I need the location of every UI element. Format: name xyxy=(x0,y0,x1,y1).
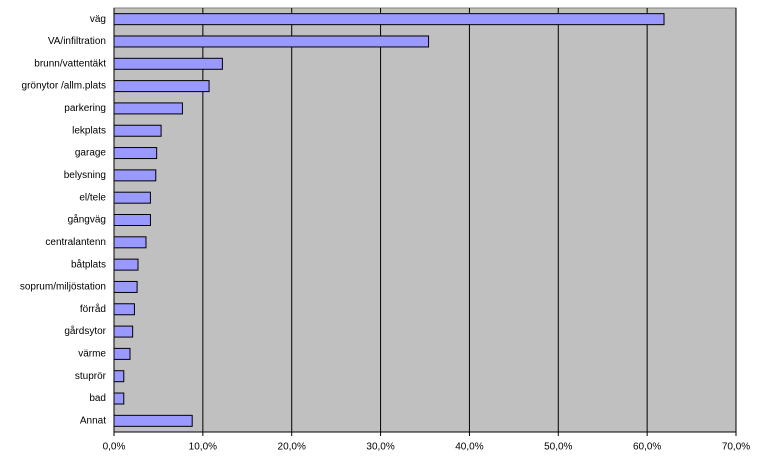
x-tick-label: 50,0% xyxy=(544,442,572,453)
bar xyxy=(113,124,162,137)
bar xyxy=(113,280,138,293)
bar xyxy=(113,147,158,160)
y-tick-label: soprum/miljöstation xyxy=(20,282,106,293)
bar xyxy=(113,258,139,271)
y-tick-label: gårdsytor xyxy=(64,325,106,337)
y-tick-label: el/tele xyxy=(79,192,106,203)
bar xyxy=(113,191,151,204)
bar xyxy=(113,325,134,338)
y-tick-label: värme xyxy=(78,349,106,360)
y-tick-label: garage xyxy=(75,148,107,159)
bar xyxy=(113,102,183,115)
y-tick-label: gångväg xyxy=(68,214,106,226)
x-tick-label: 20,0% xyxy=(278,442,306,453)
y-tick-label: väg xyxy=(90,14,106,25)
x-tick-label: 0,0% xyxy=(103,442,126,453)
x-tick-label: 60,0% xyxy=(633,442,661,453)
y-tick-label: förråd xyxy=(80,303,106,315)
y-tick-label: centralantenn xyxy=(45,237,106,248)
y-tick-label: bad xyxy=(89,393,106,404)
y-tick-label: belysning xyxy=(64,170,106,181)
bar xyxy=(113,80,210,93)
plot-area xyxy=(113,7,737,433)
x-tick-label: 40,0% xyxy=(455,442,483,453)
x-tick-label: 30,0% xyxy=(366,442,394,453)
x-tick-label: 70,0% xyxy=(722,442,750,453)
y-tick-label: VA/infiltration xyxy=(48,36,106,47)
y-tick-label: båtplats xyxy=(71,258,106,270)
bar xyxy=(113,214,151,226)
y-tick-label: parkering xyxy=(64,103,106,114)
y-tick-label: brunn/vattentäkt xyxy=(34,58,106,69)
bar xyxy=(113,13,665,26)
bar xyxy=(113,169,157,182)
y-tick-label: lekplats xyxy=(72,125,106,136)
bar xyxy=(113,57,223,70)
bar xyxy=(113,35,430,48)
bar xyxy=(113,414,193,427)
bar xyxy=(113,392,125,405)
bar xyxy=(113,236,147,249)
bar xyxy=(113,347,131,360)
y-tick-label: grönytor /allm.plats xyxy=(22,81,106,92)
bar xyxy=(113,303,135,316)
x-tick-label: 10,0% xyxy=(189,442,217,453)
y-tick-label: Annat xyxy=(80,415,106,426)
bar xyxy=(113,370,125,383)
y-tick-label: stuprör xyxy=(75,371,107,382)
